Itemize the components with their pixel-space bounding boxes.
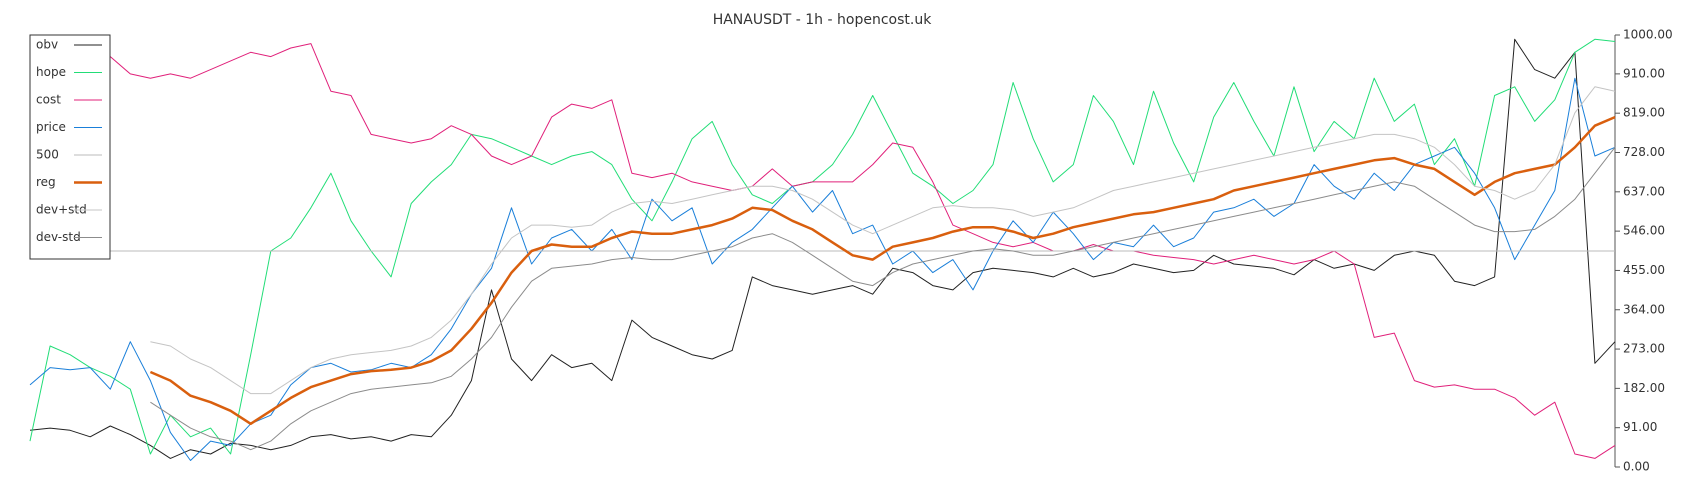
legend-label: dev-std	[36, 230, 81, 244]
series-line	[150, 86, 1616, 395]
series-line	[29, 38, 1616, 455]
series-line	[149, 115, 1616, 426]
series-line	[29, 38, 1616, 459]
y-tick-label: 546.00	[1623, 224, 1665, 238]
y-tick-label: 728.00	[1623, 145, 1665, 159]
y-tick-label: 637.00	[1623, 184, 1665, 198]
series-line	[109, 43, 1616, 459]
y-tick-label: 273.00	[1623, 342, 1665, 356]
legend-label: dev+std	[36, 203, 87, 217]
legend-label: obv	[36, 38, 58, 52]
legend-label: hope	[36, 65, 66, 79]
y-tick-label: 0.00	[1623, 460, 1650, 474]
legend-label: cost	[36, 93, 61, 107]
y-tick-label: 182.00	[1623, 381, 1665, 395]
legend-label: 500	[36, 148, 59, 162]
y-tick-label: 819.00	[1623, 106, 1665, 120]
y-tick-label: 1000.00	[1623, 28, 1673, 42]
y-tick-label: 91.00	[1623, 420, 1657, 434]
legend-label: price	[36, 120, 66, 134]
y-tick-label: 455.00	[1623, 263, 1665, 277]
y-tick-label: 910.00	[1623, 66, 1665, 80]
chart-title: HANAUSDT - 1h - hopencost.uk	[713, 12, 932, 28]
series-line	[150, 146, 1616, 451]
legend-label: reg	[36, 175, 56, 189]
y-tick-label: 364.00	[1623, 302, 1665, 316]
legend: obv hope cost price 500 reg dev+std dev-std	[29, 34, 111, 260]
series-line	[29, 77, 1616, 461]
